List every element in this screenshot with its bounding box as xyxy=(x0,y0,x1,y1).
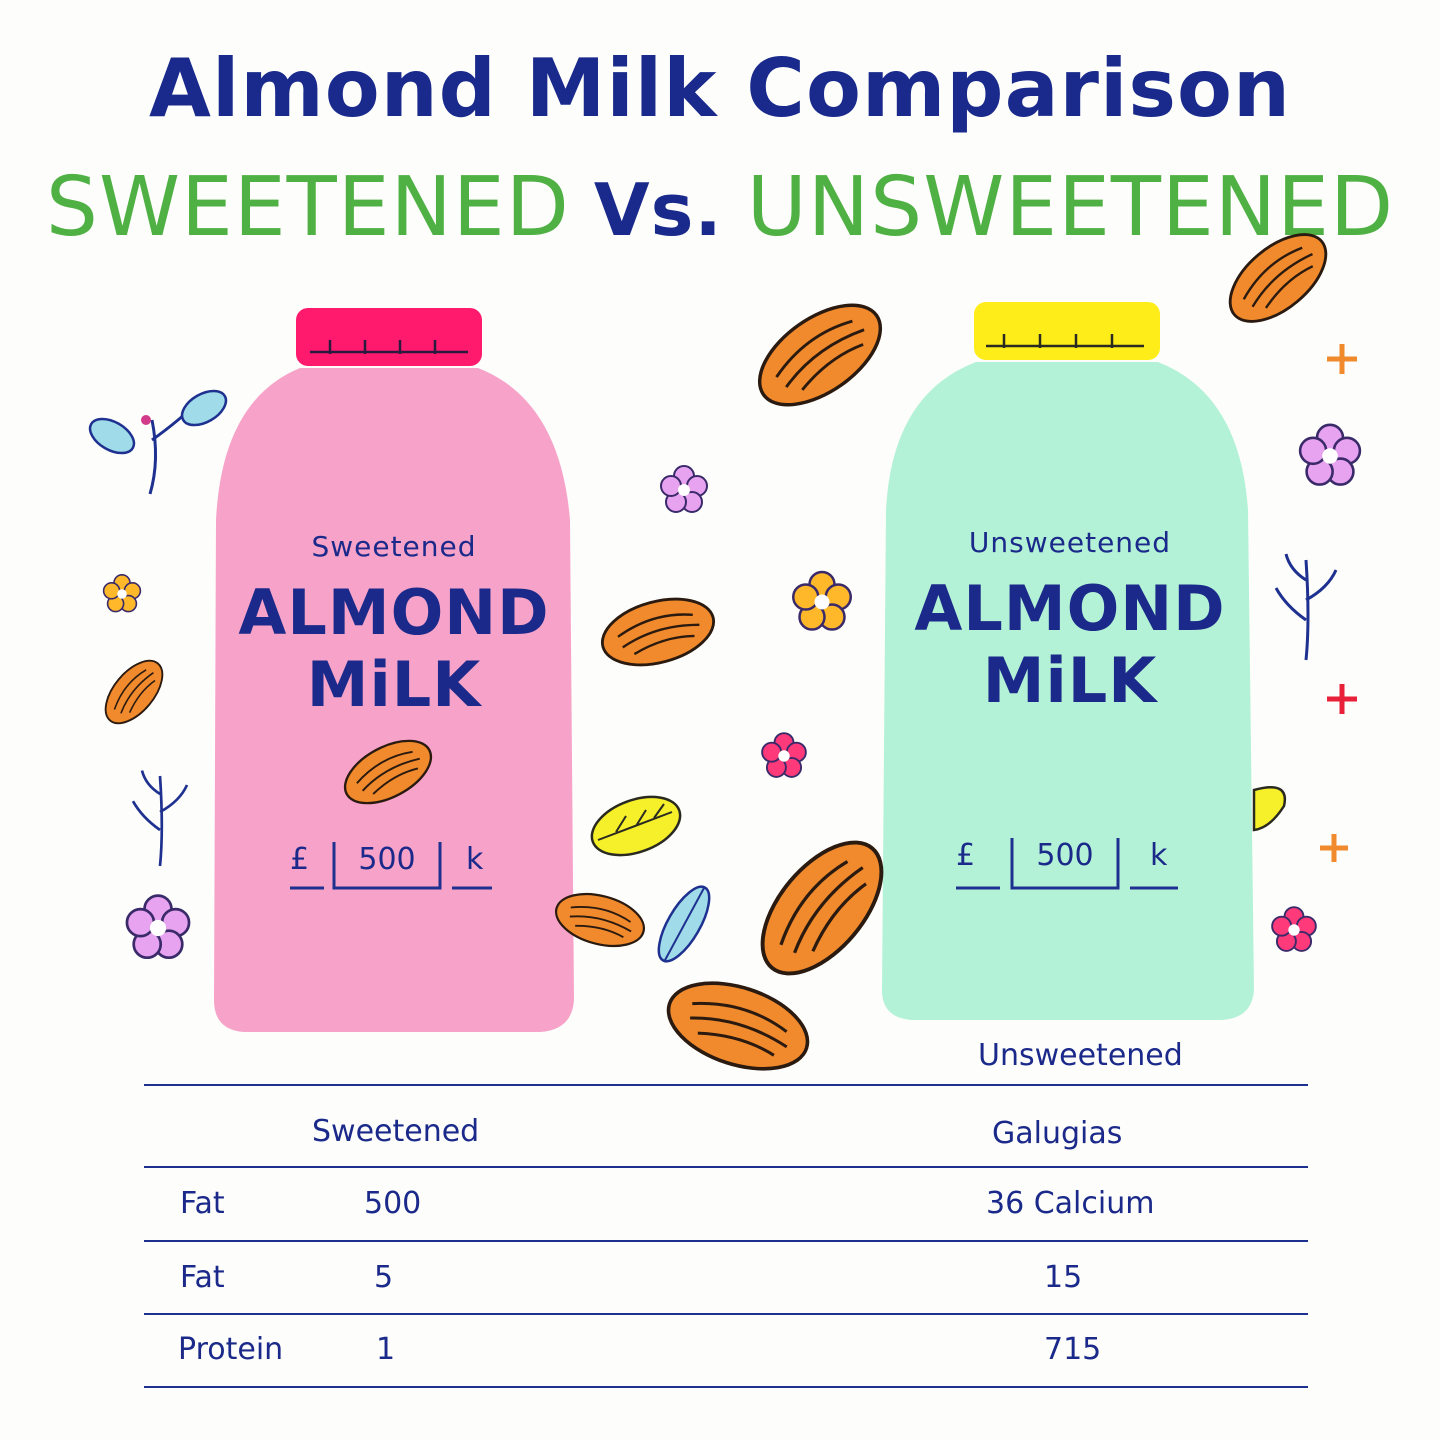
table-header-sweetened: Sweetened xyxy=(312,1114,480,1149)
table-row-unsweetened-value: 15 xyxy=(1044,1260,1083,1295)
table-row-sweetened-value: 1 xyxy=(376,1332,396,1367)
table-header-right: Galugias xyxy=(992,1116,1123,1151)
leaf-yellow-icon xyxy=(590,795,682,857)
page-title: Almond Milk Comparison xyxy=(149,42,1291,135)
table-row-label: Fat xyxy=(180,1186,225,1221)
bottle-unsweetened-mark-left: £ xyxy=(956,838,976,873)
bottle-sweetened-volume: 500 xyxy=(358,842,416,877)
table-row-sweetened-value: 5 xyxy=(374,1260,394,1295)
bottle-unsweetened-name-line1: ALMOND xyxy=(914,572,1226,645)
table-row-label: Protein xyxy=(178,1332,284,1367)
bottle-unsweetened-name-line2: MiLK xyxy=(982,644,1158,717)
table-row-unsweetened-value: 715 xyxy=(1044,1332,1102,1367)
bottle-sweetened-name-line1: ALMOND xyxy=(238,576,550,649)
bottle-sweetened xyxy=(214,308,574,1032)
table-rule xyxy=(144,1240,1308,1242)
bottle-unsweetened-type: Unsweetened xyxy=(968,526,1172,559)
table-row-sweetened-value: 500 xyxy=(364,1186,422,1221)
bottle-sweetened-mark-left: £ xyxy=(290,842,310,877)
table-rule xyxy=(144,1386,1308,1388)
sprig-top-left-icon xyxy=(88,389,228,495)
bottle-unsweetened xyxy=(882,302,1254,1020)
bottle-sweetened-label: Sweetened ALMOND MiLK xyxy=(214,530,574,721)
table-rule xyxy=(144,1166,1308,1168)
bottle-sweetened-type: Sweetened xyxy=(311,530,477,563)
table-rule xyxy=(144,1313,1308,1315)
subtitle-sweetened: SWEETENED xyxy=(45,160,570,255)
leaf-blue-icon xyxy=(657,885,711,963)
subtitle-vs: Vs. xyxy=(593,168,723,252)
table-top-header: Unsweetened xyxy=(978,1038,1183,1073)
bottle-unsweetened-mark-right: k xyxy=(1150,838,1168,873)
table-row-unsweetened-value: 36 Calcium xyxy=(986,1186,1155,1221)
table-rule xyxy=(144,1084,1308,1086)
bottle-unsweetened-label: Unsweetened ALMOND MiLK xyxy=(886,526,1254,717)
bottle-sweetened-name-line2: MiLK xyxy=(306,648,482,721)
bottle-sweetened-mark-right: k xyxy=(466,842,484,877)
table-row-label: Fat xyxy=(180,1260,225,1295)
bottle-unsweetened-volume: 500 xyxy=(1036,838,1094,873)
